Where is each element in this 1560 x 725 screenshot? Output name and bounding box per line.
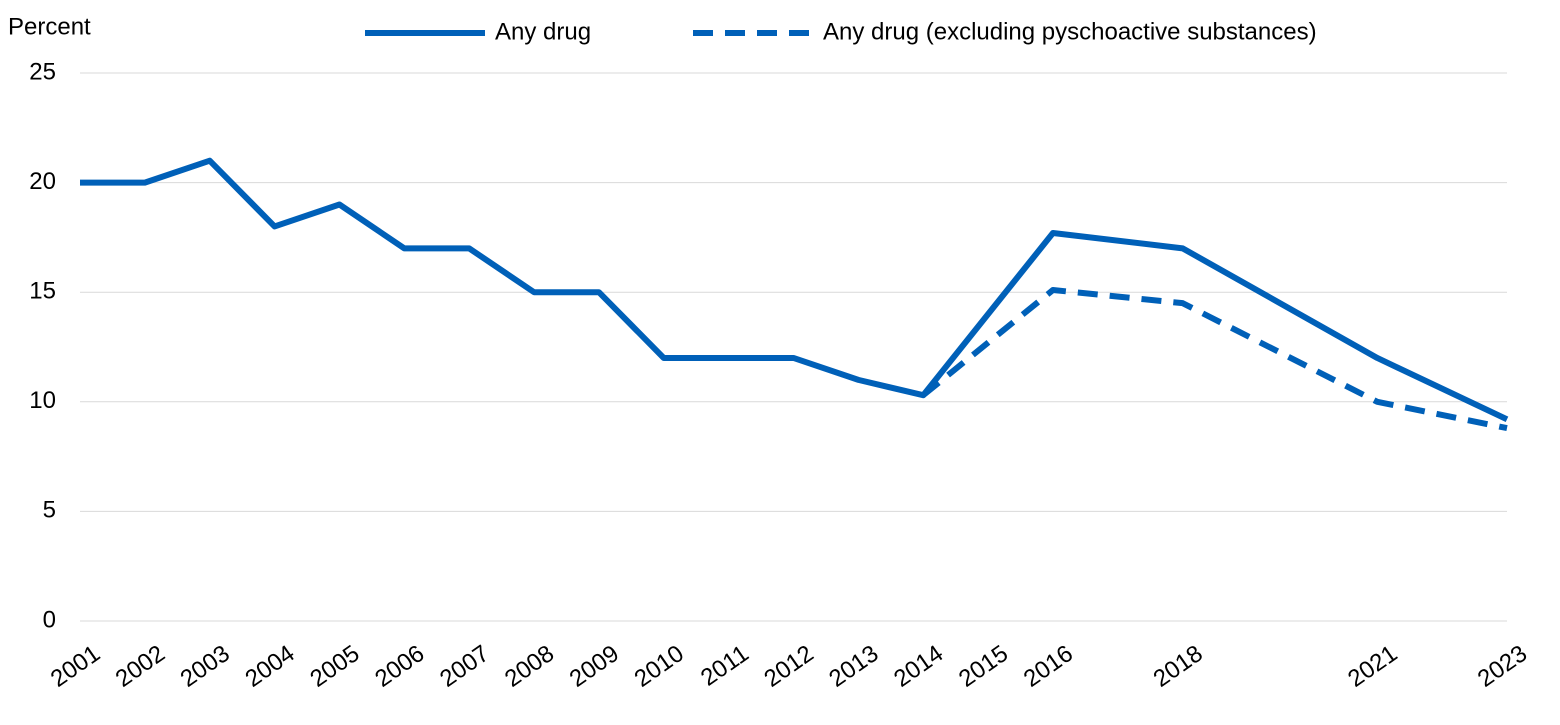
y-tick-label: 25: [29, 58, 56, 85]
x-tick-label: 2005: [305, 640, 364, 693]
x-tick-label: 2007: [435, 640, 494, 693]
y-tick-label: 5: [43, 497, 56, 524]
x-tick-label: 2001: [46, 640, 105, 693]
series-line: [80, 157, 1509, 423]
x-tick-label: 2009: [565, 640, 624, 693]
x-tick-label: 2006: [370, 640, 429, 693]
x-tick-label: 2014: [889, 640, 948, 693]
x-tick-label: 2012: [759, 640, 818, 693]
x-tick-label: 2003: [176, 640, 235, 693]
y-tick-label: 10: [29, 387, 56, 414]
x-tick-label: 2021: [1343, 640, 1402, 693]
legend-label: Any drug (excluding pyschoactive substan…: [823, 18, 1317, 45]
y-tick-label: 0: [43, 606, 56, 633]
x-tick-label: 2018: [1149, 640, 1208, 693]
x-tick-label: 2016: [1019, 640, 1078, 693]
x-tick-label: 2023: [1473, 640, 1532, 693]
legend-label: Any drug: [495, 18, 591, 45]
y-tick-label: 20: [29, 168, 56, 195]
x-tick-label: 2013: [824, 640, 883, 693]
series-line: [921, 287, 1508, 432]
x-tick-label: 2015: [954, 640, 1013, 693]
x-tick-label: 2002: [111, 640, 170, 693]
x-tick-label: 2011: [696, 640, 754, 692]
x-tick-label: 2004: [240, 640, 299, 693]
y-tick-label: 15: [29, 278, 56, 305]
x-tick-label: 2008: [500, 640, 559, 693]
x-tick-label: 2010: [630, 640, 689, 693]
y-axis-label: Percent: [8, 13, 91, 40]
